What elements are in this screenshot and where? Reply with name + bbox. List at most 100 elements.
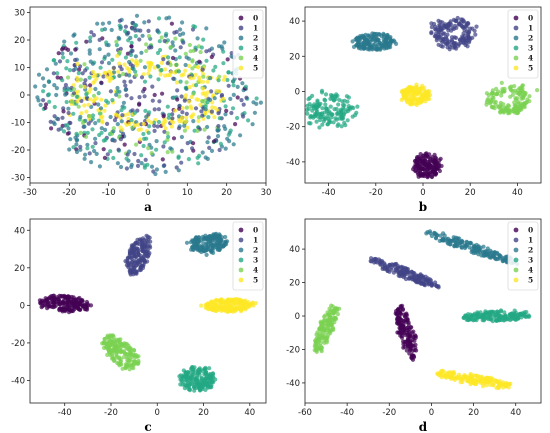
scatter-point-class-5 bbox=[497, 382, 502, 387]
scatter-point-class-3 bbox=[162, 140, 167, 145]
scatter-point-class-4 bbox=[510, 89, 515, 94]
scatter-point-class-1 bbox=[190, 146, 195, 151]
scatter-point-class-4 bbox=[523, 91, 528, 96]
scatter-point-class-4 bbox=[144, 42, 149, 47]
scatter-point-class-3 bbox=[61, 55, 66, 60]
scatter-point-class-4 bbox=[202, 127, 207, 132]
scatter-point-class-4 bbox=[113, 344, 118, 349]
scatter-point-class-5 bbox=[177, 119, 182, 124]
scatter-point-class-1 bbox=[426, 281, 431, 286]
scatter-point-class-1 bbox=[424, 277, 429, 282]
scatter-point-class-5 bbox=[116, 69, 121, 74]
scatter-point-class-2 bbox=[238, 133, 243, 138]
scatter-point-class-4 bbox=[80, 120, 86, 126]
scatter-point-class-2 bbox=[250, 122, 255, 127]
scatter-point-class-2 bbox=[482, 253, 487, 258]
scatter-point-class-1 bbox=[124, 166, 129, 171]
scatter-point-class-3 bbox=[345, 118, 350, 123]
legend-label: 3 bbox=[528, 256, 533, 265]
scatter-point-class-5 bbox=[109, 76, 114, 81]
scatter-point-class-3 bbox=[195, 155, 200, 160]
scatter-point-class-3 bbox=[189, 375, 194, 380]
scatter-point-class-3 bbox=[204, 370, 209, 375]
scatter-point-class-2 bbox=[179, 134, 184, 140]
scatter-point-class-3 bbox=[192, 385, 197, 390]
scatter-point-class-4 bbox=[508, 94, 513, 99]
scatter-point-class-0 bbox=[88, 83, 93, 88]
scatter-point-class-3 bbox=[194, 83, 199, 88]
scatter-point-class-4 bbox=[130, 362, 135, 367]
scatter-point-class-3 bbox=[501, 314, 506, 319]
x-tick-label: 20 bbox=[198, 408, 209, 418]
scatter-point-class-2 bbox=[452, 243, 457, 248]
scatter-point-class-5 bbox=[204, 93, 209, 98]
y-tick-label: -40 bbox=[286, 379, 300, 389]
scatter-point-class-3 bbox=[90, 116, 95, 121]
scatter-point-class-0 bbox=[152, 92, 157, 98]
scatter-point-class-3 bbox=[165, 38, 170, 43]
scatter-point-class-3 bbox=[199, 385, 204, 390]
scatter-point-class-2 bbox=[102, 54, 107, 59]
scatter-point-class-2 bbox=[227, 139, 232, 144]
scatter-point-class-2 bbox=[67, 147, 72, 152]
scatter-point-class-2 bbox=[92, 148, 97, 154]
scatter-point-class-3 bbox=[52, 104, 57, 110]
scatter-point-class-1 bbox=[161, 57, 166, 62]
scatter-point-class-3 bbox=[494, 313, 499, 318]
scatter-point-class-2 bbox=[106, 61, 112, 66]
scatter-point-class-3 bbox=[509, 316, 514, 322]
scatter-point-class-0 bbox=[404, 348, 409, 353]
scatter-point-class-0 bbox=[49, 126, 54, 131]
scatter-point-class-4 bbox=[165, 131, 170, 136]
scatter-point-class-2 bbox=[370, 46, 375, 51]
scatter-point-class-5 bbox=[497, 379, 502, 384]
scatter-point-class-0 bbox=[122, 142, 127, 147]
scatter-point-class-3 bbox=[90, 127, 95, 132]
scatter-point-class-1 bbox=[454, 19, 459, 24]
scatter-point-class-3 bbox=[498, 308, 504, 313]
scatter-point-class-3 bbox=[226, 132, 231, 137]
scatter-point-class-0 bbox=[177, 106, 182, 111]
scatter-point-class-1 bbox=[120, 113, 125, 118]
scatter-point-class-2 bbox=[36, 98, 41, 103]
scatter-point-class-2 bbox=[83, 152, 88, 157]
scatter-point-class-5 bbox=[208, 306, 213, 311]
scatter-point-class-3 bbox=[88, 35, 93, 40]
scatter-point-class-1 bbox=[400, 273, 405, 278]
legend-marker bbox=[513, 267, 519, 273]
scatter-point-class-3 bbox=[110, 98, 115, 103]
scatter-point-class-2 bbox=[134, 13, 140, 18]
scatter-point-class-2 bbox=[85, 142, 90, 147]
scatter-point-class-2 bbox=[123, 87, 128, 92]
scatter-point-class-4 bbox=[146, 146, 151, 151]
scatter-point-class-2 bbox=[133, 54, 138, 59]
scatter-point-class-2 bbox=[93, 121, 98, 126]
scatter-point-class-3 bbox=[235, 115, 240, 121]
scatter-point-class-3 bbox=[254, 96, 259, 101]
scatter-point-class-2 bbox=[33, 84, 38, 89]
scatter-point-class-2 bbox=[62, 39, 67, 44]
scatter-point-class-3 bbox=[314, 119, 319, 124]
scatter-point-class-1 bbox=[131, 253, 136, 258]
scatter-point-class-0 bbox=[69, 294, 74, 300]
scatter-point-class-3 bbox=[147, 124, 152, 129]
scatter-point-class-3 bbox=[307, 121, 312, 126]
scatter-point-class-4 bbox=[190, 66, 195, 71]
scatter-point-class-1 bbox=[403, 276, 409, 282]
scatter-point-class-4 bbox=[314, 342, 319, 347]
scatter-point-class-3 bbox=[207, 366, 212, 371]
scatter-point-class-5 bbox=[132, 123, 137, 128]
scatter-point-class-3 bbox=[341, 107, 346, 112]
scatter-point-class-4 bbox=[170, 149, 175, 154]
legend-label: 5 bbox=[253, 276, 258, 285]
scatter-point-class-1 bbox=[137, 95, 142, 100]
scatter-point-class-1 bbox=[451, 41, 456, 46]
scatter-point-class-0 bbox=[191, 141, 196, 146]
scatter-point-class-3 bbox=[524, 309, 529, 315]
scatter-point-class-5 bbox=[402, 89, 407, 94]
scatter-point-class-3 bbox=[65, 123, 70, 128]
scatter-points bbox=[312, 229, 532, 391]
